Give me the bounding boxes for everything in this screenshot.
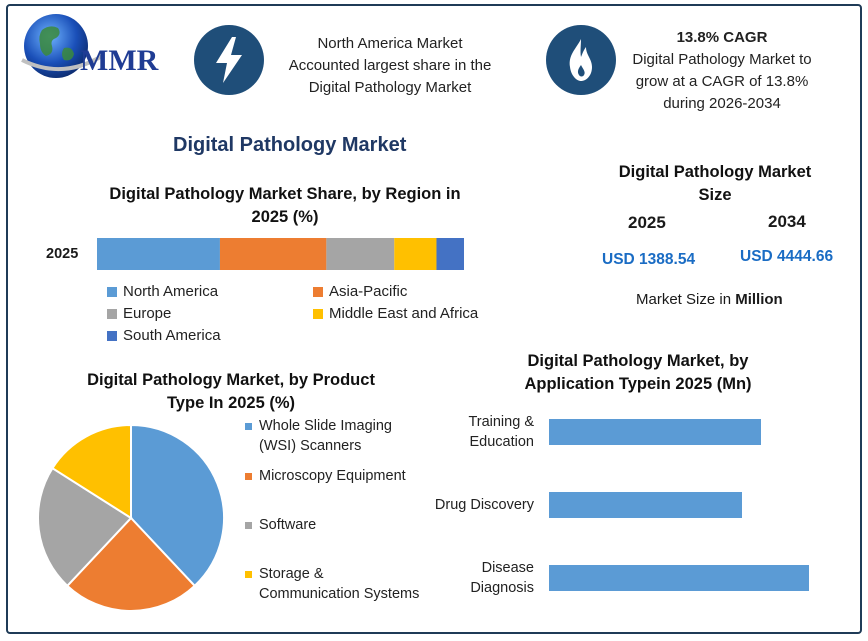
slice-software [37, 466, 133, 588]
application-chart-title: Digital Pathology Market, by Application… [490, 350, 786, 396]
legend-swatch [245, 522, 252, 529]
logo-text: MMR [80, 44, 159, 77]
legend-label: Europe [123, 305, 172, 322]
legend-swatch [313, 308, 323, 319]
legend-label-line: Communication Systems [259, 586, 420, 602]
legend-label-line: Storage & [259, 566, 324, 582]
legend-item-whole-slide-imaging-wsi-scanners: Whole Slide Imaging (WSI) Scanners [245, 416, 392, 456]
legend-label: Middle East and Africa [329, 305, 479, 322]
year-2034: 2034 [768, 212, 806, 231]
info-line: North America Market [317, 35, 463, 52]
legend-swatch [313, 286, 323, 297]
legend-label-line: Software [259, 517, 317, 533]
application-bar-chart: Training & Education Drug Discovery Disease… [410, 400, 840, 615]
legend-swatch [245, 571, 252, 578]
note-unit: Million [735, 291, 783, 308]
bar-training-education [549, 419, 761, 445]
region-legend: North America Asia-Pacific Europe Middle Ea… [107, 283, 507, 347]
segment-middle-east-and-africa [394, 238, 437, 270]
lightning-icon [194, 25, 264, 95]
legend-label: Whole Slide Imaging (WSI) Scanners [259, 416, 392, 456]
info-north-america: North America Market Accounted largest s… [272, 33, 508, 99]
market-size-title: Digital Pathology Market Size [600, 161, 830, 207]
product-legend: Whole Slide Imaging (WSI) Scanners Microsc… [245, 416, 445, 616]
segment-south-america [436, 238, 464, 270]
legend-swatch [107, 286, 117, 297]
category-label-line: Drug Discovery [434, 497, 534, 513]
category-label-disease-diagnosis: Disease Diagnosis [410, 558, 534, 598]
mmr-logo: MMR [12, 8, 174, 84]
info-line: Accounted largest share in the [288, 57, 492, 74]
product-pie-chart [37, 423, 225, 612]
market-value-2025: USD 1388.54 [602, 251, 696, 268]
market-size-note: Market Size in Million [636, 291, 783, 308]
slice-storage-communication-systems [51, 423, 132, 520]
segment-asia-pacific [219, 238, 327, 270]
category-label-line: Disease [481, 560, 534, 576]
bar-disease-diagnosis [549, 565, 809, 591]
slice-microscopy-equipment [65, 516, 197, 612]
info-line: during 2026-2034 [663, 95, 781, 112]
category-label-training-education: Training & Education [410, 412, 534, 452]
info-line: grow at a CAGR of 13.8% [635, 73, 809, 90]
legend-label: Asia-Pacific [329, 283, 408, 300]
legend-item-europe: Europe [107, 305, 171, 322]
legend-label: Software [259, 515, 316, 535]
legend-item-middle-east-and-africa: Middle East and Africa [313, 305, 478, 322]
segment-north-america [97, 238, 220, 270]
title-line: Application Typein 2025 (Mn) [524, 375, 752, 393]
title-line: Digital Pathology Market [618, 163, 812, 181]
category-label-line: Diagnosis [470, 580, 534, 596]
legend-label: South America [123, 327, 221, 344]
title-line: Digital Pathology Market, by Product [87, 371, 375, 389]
legend-swatch [245, 473, 252, 480]
legend-label-line: (WSI) Scanners [259, 438, 362, 454]
slice-whole-slide-imaging-wsi-scanners [130, 423, 225, 588]
legend-item-north-america: North America [107, 283, 218, 300]
legend-label: Storage & Communication Systems [259, 564, 419, 604]
legend-item-asia-pacific: Asia-Pacific [313, 283, 407, 300]
legend-label-line: Whole Slide Imaging [259, 418, 392, 434]
region-bar-category: 2025 [46, 246, 79, 262]
category-label-line: Education [469, 434, 535, 450]
legend-swatch [107, 308, 117, 319]
legend-swatch [245, 423, 252, 430]
note-prefix: Market Size in [636, 291, 736, 308]
flame-icon [546, 25, 616, 95]
legend-item-microscopy-equipment: Microscopy Equipment [245, 466, 406, 486]
title-line: 2025 (%) [251, 208, 319, 226]
category-label-line: Training & [468, 414, 534, 430]
cagr-heading: 13.8% CAGR [676, 29, 768, 46]
info-line: Digital Pathology Market to [632, 51, 812, 68]
legend-label: North America [123, 283, 219, 300]
title-line: Type In 2025 (%) [166, 394, 296, 412]
legend-swatch [107, 330, 117, 341]
category-label-drug-discovery: Drug Discovery [410, 495, 534, 515]
bar-drug-discovery [549, 492, 743, 518]
legend-label-line: Microscopy Equipment [259, 468, 406, 484]
legend-label: Microscopy Equipment [259, 466, 406, 486]
info-cagr: 13.8% CAGR Digital Pathology Market to g… [622, 27, 822, 115]
title-line: Digital Pathology Market Share, by Regio… [109, 185, 461, 203]
title-line: Size [698, 186, 732, 204]
market-value-2034: USD 4444.66 [740, 248, 834, 265]
region-chart-title: Digital Pathology Market Share, by Regio… [92, 183, 478, 229]
title-line: Digital Pathology Market, by [527, 352, 749, 370]
product-chart-title: Digital Pathology Market, by Product Typ… [66, 369, 396, 415]
info-line: Digital Pathology Market [308, 79, 472, 96]
legend-item-storage-communication-systems: Storage & Communication Systems [245, 564, 419, 604]
year-2025: 2025 [628, 213, 666, 232]
page-title: Digital Pathology Market [173, 134, 407, 156]
segment-europe [326, 238, 395, 270]
legend-item-software: Software [245, 515, 316, 535]
legend-item-south-america: South America [107, 327, 221, 344]
region-stacked-bar [97, 238, 464, 270]
